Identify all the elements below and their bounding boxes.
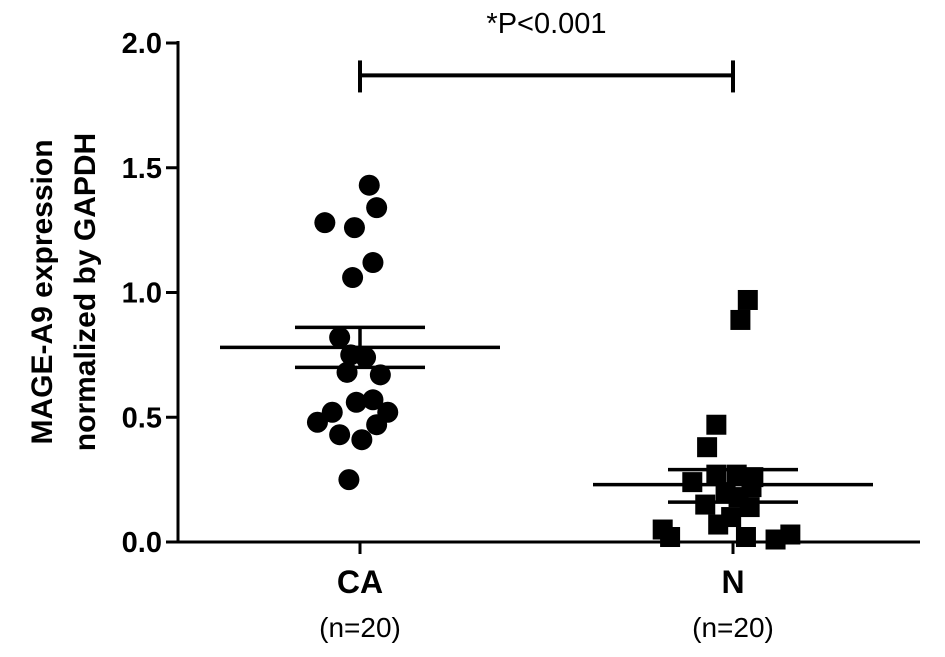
y-tick-label-3: 1.5 bbox=[122, 153, 162, 185]
data-points bbox=[306, 174, 801, 550]
point-ca-19 bbox=[338, 469, 360, 491]
point-ca-13 bbox=[321, 401, 343, 423]
point-ca-3 bbox=[343, 217, 365, 239]
category-label-ca: CA bbox=[337, 564, 383, 600]
point-ca-12 bbox=[362, 389, 384, 411]
point-ca-0 bbox=[358, 174, 380, 196]
x-axis: CA (n=20) N (n=20) bbox=[178, 540, 920, 643]
point-n-7 bbox=[682, 472, 703, 493]
point-ca-11 bbox=[345, 391, 367, 413]
y-tick-label-0: 0.0 bbox=[122, 527, 162, 559]
point-ca-6 bbox=[329, 326, 351, 348]
point-n-19 bbox=[765, 529, 786, 550]
point-ca-16 bbox=[366, 414, 388, 436]
point-ca-8 bbox=[355, 346, 377, 368]
point-n-0 bbox=[737, 289, 758, 310]
category-label-n: N bbox=[721, 564, 744, 600]
point-ca-4 bbox=[362, 252, 384, 274]
point-n-18 bbox=[735, 527, 756, 548]
significance-bracket: *P<0.001 bbox=[358, 8, 735, 93]
point-ca-2 bbox=[366, 197, 388, 219]
point-ca-17 bbox=[329, 424, 351, 446]
point-ca-9 bbox=[336, 361, 358, 383]
point-n-4 bbox=[706, 464, 727, 485]
y-tick-label-4: 2.0 bbox=[122, 28, 162, 60]
y-tick-label-1: 0.5 bbox=[122, 402, 162, 434]
point-n-14 bbox=[708, 514, 729, 535]
sample-size-ca: (n=20) bbox=[319, 612, 401, 643]
significance-label: *P<0.001 bbox=[486, 8, 606, 40]
y-axis-title-line-2: normalized by GAPDH bbox=[69, 133, 102, 451]
point-n-1 bbox=[730, 309, 751, 330]
point-ca-5 bbox=[342, 267, 364, 289]
y-axis: 0.0 0.5 1.0 1.5 2.0 bbox=[122, 28, 180, 559]
point-n-11 bbox=[695, 494, 716, 515]
point-n-3 bbox=[697, 437, 718, 458]
y-tick-label-2: 1.0 bbox=[122, 278, 162, 310]
sample-size-n: (n=20) bbox=[692, 612, 774, 643]
point-n-2 bbox=[706, 414, 727, 435]
point-ca-1 bbox=[314, 212, 336, 234]
mean-sem-bars bbox=[220, 325, 873, 504]
point-ca-10 bbox=[369, 364, 391, 386]
point-ca-18 bbox=[351, 429, 373, 451]
y-axis-title-line-1: MAGE-A9 expression bbox=[26, 139, 59, 444]
point-n-17 bbox=[660, 527, 681, 548]
point-ca-15 bbox=[306, 411, 328, 433]
y-axis-title: MAGE-A9 expression normalized by GAPDH bbox=[26, 133, 102, 451]
point-n-12 bbox=[739, 497, 760, 518]
